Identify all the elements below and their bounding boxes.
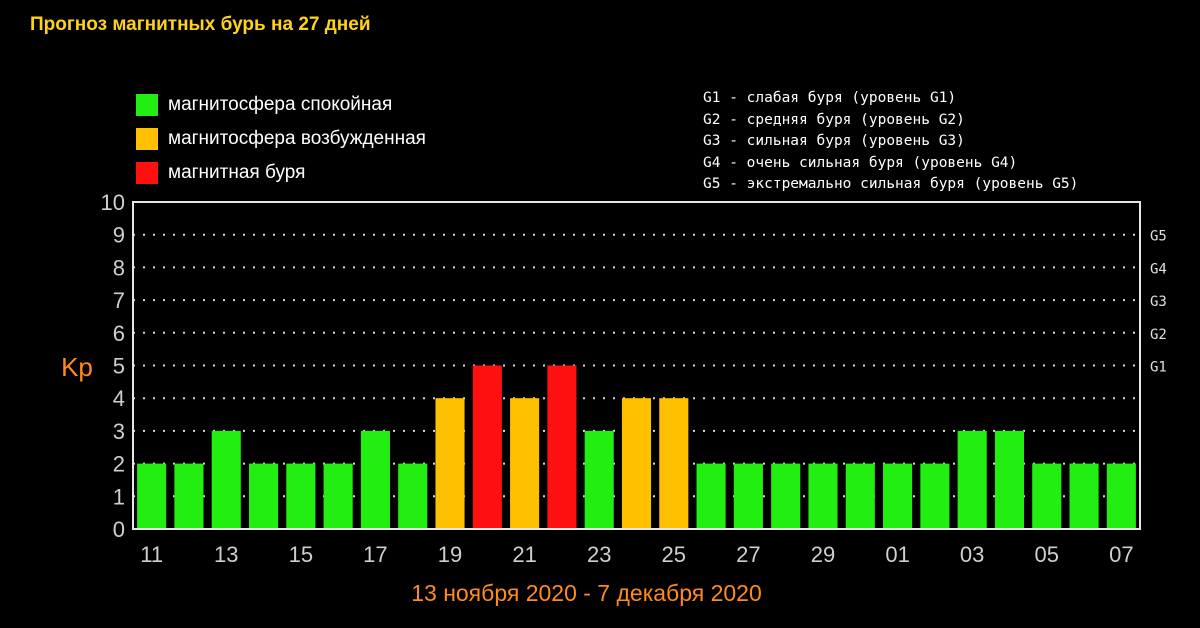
x-tick-label: 07 bbox=[1109, 542, 1133, 567]
legend-item-storm: магнитная буря bbox=[136, 156, 426, 190]
y-tick-label: 5 bbox=[113, 354, 125, 379]
g-axis-label: G1 bbox=[1150, 360, 1167, 376]
kp-bar bbox=[696, 463, 726, 529]
x-tick-label: 01 bbox=[885, 542, 909, 567]
kp-bar bbox=[174, 463, 204, 529]
chart-title: Прогноз магнитных бурь на 27 дней bbox=[30, 14, 371, 35]
g-axis-label: G5 bbox=[1150, 229, 1167, 245]
x-tick-label: 29 bbox=[811, 542, 835, 567]
kp-bar bbox=[845, 463, 875, 529]
x-tick-label: 03 bbox=[960, 542, 984, 567]
y-tick-label: 1 bbox=[113, 484, 125, 509]
legend-label-excited: магнитосфера возбужденная bbox=[168, 128, 426, 149]
legend-swatch-excited bbox=[136, 128, 158, 150]
kp-bar bbox=[360, 430, 390, 529]
g-level-legend: G1 - слабая буря (уровень G1) G2 - средн… bbox=[703, 88, 1078, 196]
x-tick-label: 19 bbox=[438, 542, 462, 567]
kp-bar bbox=[323, 463, 353, 529]
x-tick-label: 25 bbox=[662, 542, 686, 567]
y-tick-label: 9 bbox=[113, 223, 125, 248]
y-tick-label: 3 bbox=[113, 419, 125, 444]
y-tick-label: 4 bbox=[113, 386, 125, 411]
kp-bar bbox=[771, 463, 801, 529]
y-tick-label: 6 bbox=[113, 321, 125, 346]
x-tick-label: 11 bbox=[140, 542, 163, 567]
legend-label-calm: магнитосфера спокойная bbox=[168, 94, 393, 115]
legend-swatch-storm bbox=[136, 162, 158, 184]
y-tick-label: 0 bbox=[113, 517, 125, 542]
kp-bar bbox=[1106, 463, 1136, 529]
x-tick-label: 27 bbox=[736, 542, 760, 567]
kp-bar bbox=[211, 430, 241, 529]
y-axis-title: Kp bbox=[61, 352, 93, 382]
g-level-5: G5 - экстремально сильная буря (уровень … bbox=[703, 176, 1079, 192]
y-tick-label: 2 bbox=[113, 452, 125, 477]
kp-bar bbox=[808, 463, 838, 529]
kp-bar bbox=[621, 398, 652, 529]
kp-bar bbox=[1069, 463, 1099, 529]
y-tick-label: 8 bbox=[113, 255, 125, 280]
x-tick-label: 05 bbox=[1035, 542, 1059, 567]
g-axis-label: G4 bbox=[1150, 261, 1167, 277]
g-level-4: G4 - очень сильная буря (уровень G4) bbox=[703, 154, 1018, 171]
kp-bar bbox=[584, 430, 614, 529]
color-legend: магнитосфера спокойная магнитосфера возб… bbox=[136, 88, 426, 190]
legend-label-storm: магнитная буря bbox=[168, 162, 306, 183]
legend-item-calm: магнитосфера спокойная bbox=[136, 88, 426, 122]
kp-bar bbox=[398, 463, 428, 529]
kp-bar bbox=[510, 398, 540, 529]
x-tick-label: 17 bbox=[363, 542, 387, 567]
plot-frame bbox=[132, 201, 1141, 530]
x-tick-label: 21 bbox=[512, 542, 536, 567]
legend-item-excited: магнитосфера возбужденная bbox=[136, 122, 426, 156]
kp-bar bbox=[733, 463, 763, 529]
kp-bar bbox=[659, 398, 689, 529]
g-level-3: G3 - сильная буря (уровень G3) bbox=[703, 133, 965, 149]
x-tick-label: 23 bbox=[587, 542, 611, 567]
kp-bar bbox=[883, 463, 913, 529]
kp-bar bbox=[286, 463, 316, 529]
kp-bar bbox=[435, 398, 465, 529]
x-axis-title: 13 ноября 2020 - 7 декабря 2020 bbox=[411, 580, 762, 606]
kp-bar bbox=[994, 430, 1025, 529]
g-level-2: G2 - средняя буря (уровень G2) bbox=[703, 111, 965, 128]
y-tick-label: 7 bbox=[113, 288, 125, 313]
legend-swatch-calm bbox=[136, 94, 158, 116]
kp-bar bbox=[957, 430, 987, 529]
kp-bar bbox=[920, 463, 950, 529]
g-axis-label: G3 bbox=[1150, 294, 1167, 310]
kp-bar bbox=[1032, 463, 1062, 529]
x-tick-label: 13 bbox=[214, 542, 238, 567]
kp-bar bbox=[547, 365, 577, 529]
g-axis-label: G2 bbox=[1150, 327, 1167, 343]
kp-bar bbox=[137, 463, 167, 529]
g-level-1: G1 - слабая буря (уровень G1) bbox=[703, 90, 957, 106]
kp-bar bbox=[472, 365, 502, 529]
x-tick-label: 15 bbox=[289, 542, 313, 567]
kp-bar bbox=[248, 463, 279, 529]
y-tick-label: 10 bbox=[101, 190, 125, 215]
